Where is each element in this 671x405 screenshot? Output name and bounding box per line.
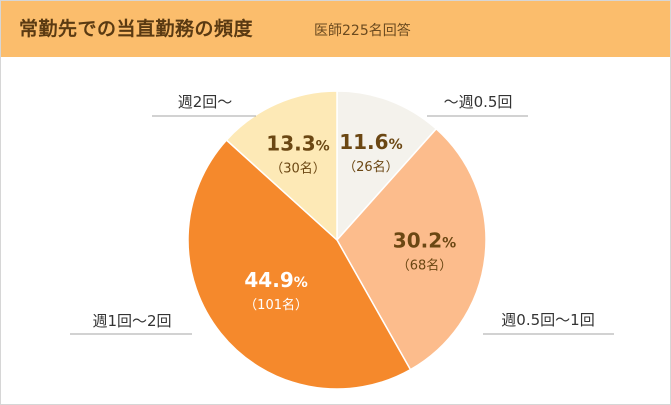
slice-category-label-3: 週2回〜 xyxy=(178,93,233,111)
pie-slice-2 xyxy=(187,139,412,390)
slice-value-label-3: 13.3% xyxy=(266,131,329,155)
slice-category-label-1: 週0.5回〜1回 xyxy=(501,311,594,329)
slice-count-label-0: （26名） xyxy=(343,159,399,175)
slice-count-label-1: （68名） xyxy=(397,257,453,273)
chart-subtitle: 医師225名回答 xyxy=(314,23,411,39)
slice-value-label-1: 30.2% xyxy=(393,228,456,252)
chart-title: 常勤先での当直勤務の頻度 xyxy=(19,18,254,40)
slice-category-label-2: 週1回〜2回 xyxy=(92,312,171,330)
pie-slice-1 xyxy=(336,127,487,371)
slice-value-label-0: 11.6% xyxy=(339,130,402,154)
title-bar: 常勤先での当直勤務の頻度 医師225名回答 xyxy=(1,1,670,57)
pie-slice-3 xyxy=(225,90,338,242)
slice-count-label-3: （30名） xyxy=(270,160,326,176)
slice-category-label-0: 〜週0.5回 xyxy=(444,93,513,111)
pie-slice-0 xyxy=(336,90,438,242)
slice-count-label-2: （101名） xyxy=(244,297,308,313)
slice-value-label-2: 44.9% xyxy=(244,268,307,292)
